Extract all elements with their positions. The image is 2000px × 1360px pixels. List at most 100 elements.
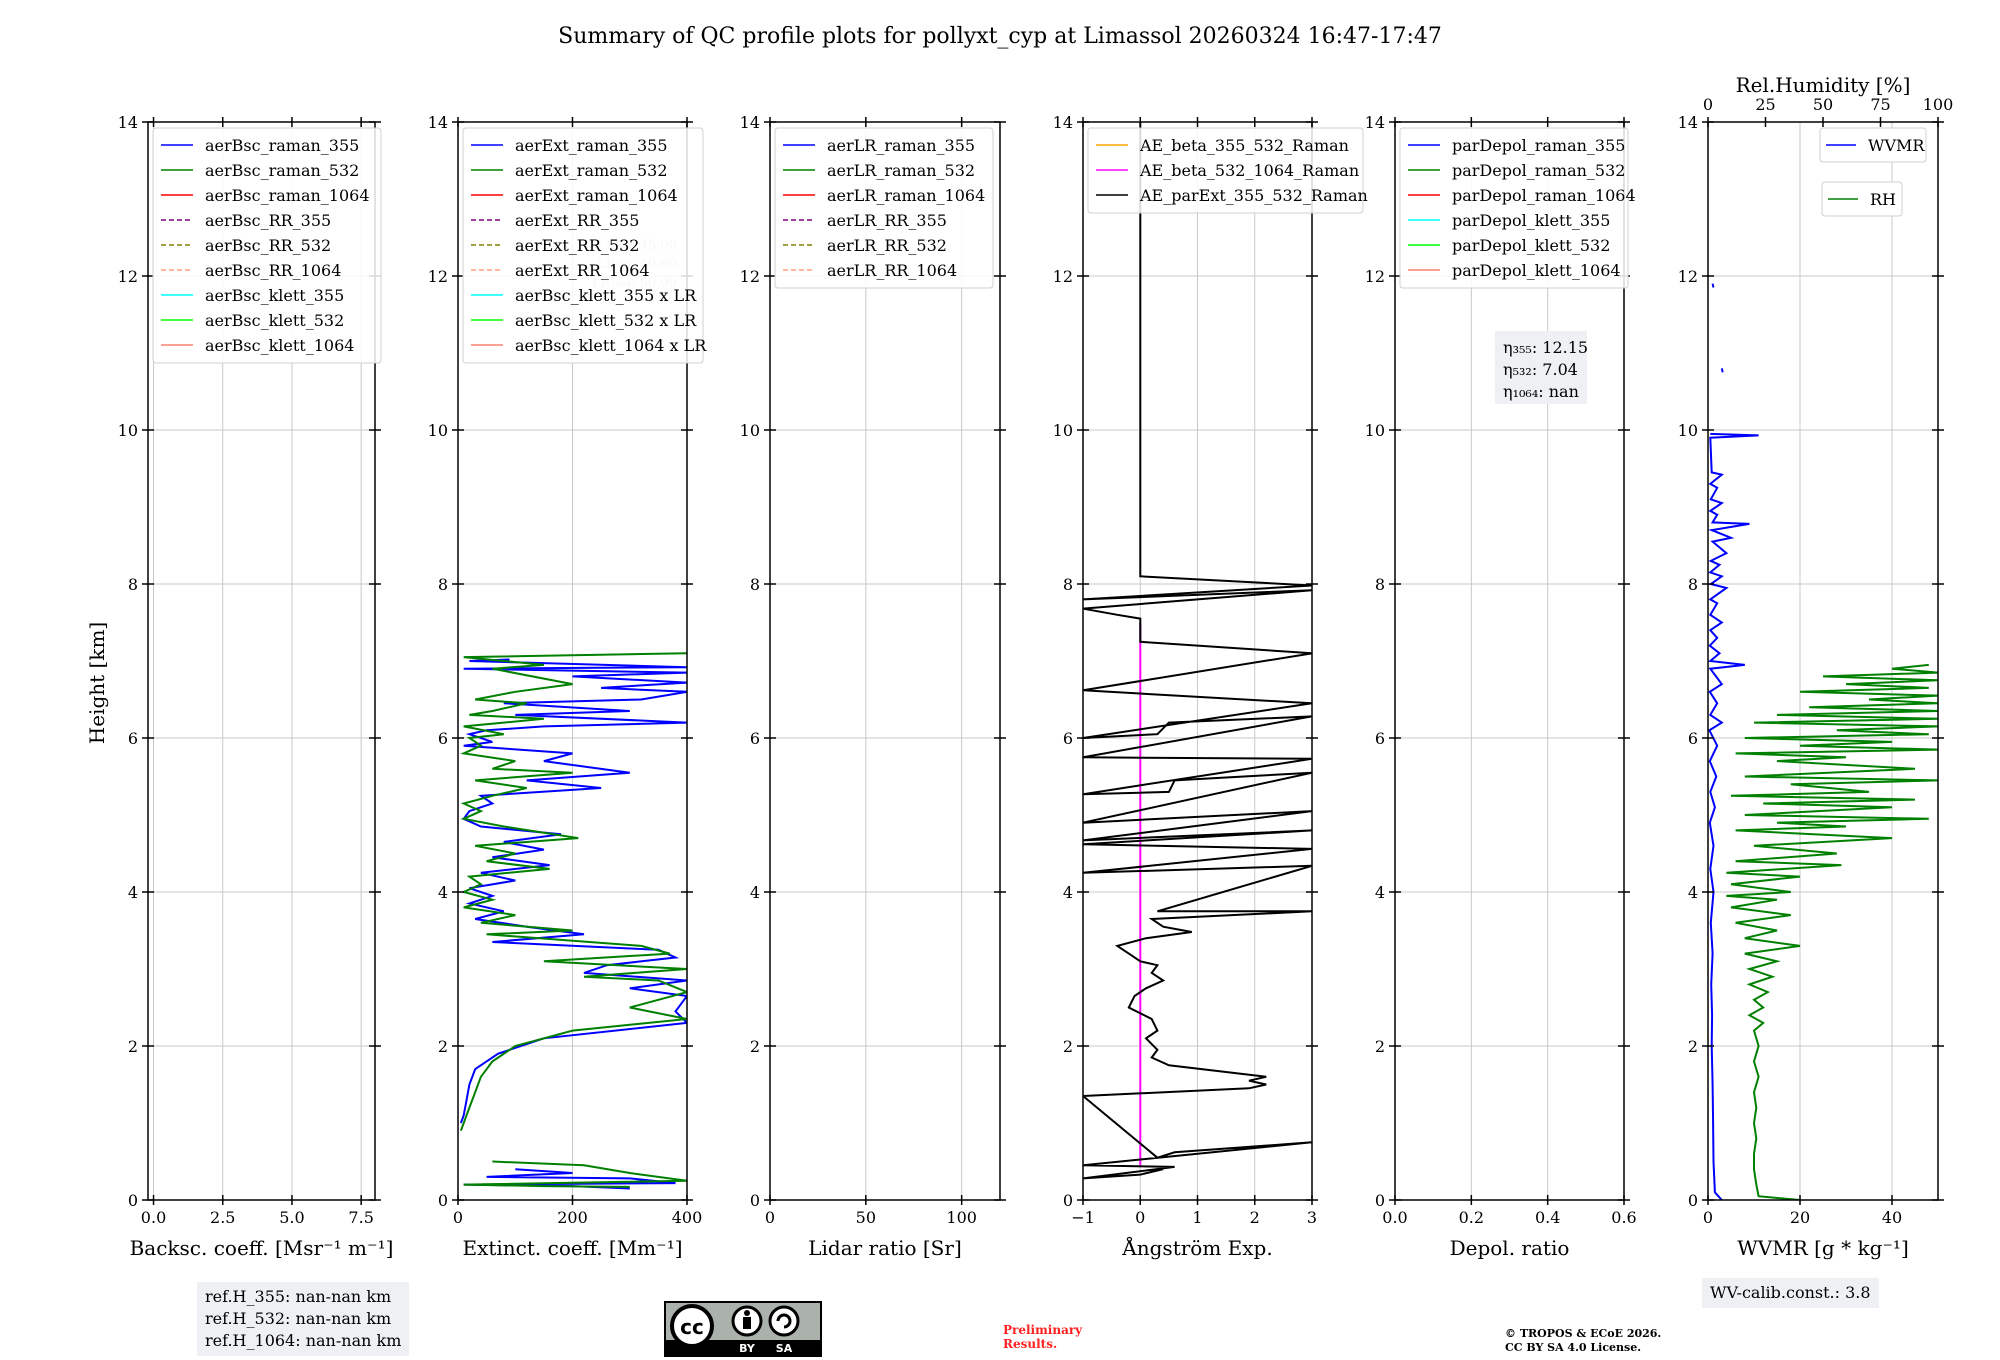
x-tick-label: 400 [672,1208,703,1227]
x-tick-label: 5.0 [279,1208,304,1227]
panel-wvmr: 0 2 4 6 8 10 12 14 0 20 40 WVMR [g * kg⁻¹] 0 25 50 75 10… [1678,73,1954,1260]
legend-box [1819,127,1927,163]
legend-entry-aerBsc_klett_532: aerBsc_klett_532 [205,311,344,330]
y-tick-label: 12 [1678,267,1698,286]
series-line-aerExt_raman_532 [459,652,687,1188]
eta-value: η₅₃₂: 7.04 [1503,360,1578,379]
legend[interactable]: parDepol_raman_355 parDepol_raman_532 parD… [1399,127,1636,289]
y-tick-label: 8 [1688,575,1698,594]
y-tick-label: 10 [740,421,760,440]
legend-entry-aerExt_raman_532: aerExt_raman_532 [515,161,668,180]
x-axis-label: Ångström Exp. [1121,1235,1272,1260]
legend[interactable]: AE_beta_355_532_Raman AE_beta_532_1064_Ra… [1087,127,1368,214]
y-tick-label: 14 [1053,113,1073,132]
y-tick-label: 14 [1365,113,1385,132]
x-tick-label: 7.5 [348,1208,373,1227]
x-axis-label: Lidar ratio [Sr] [808,1236,962,1260]
eta-value: η₁₀₆₄: nan [1503,382,1579,401]
legend-RH[interactable]: RH [1821,181,1903,217]
rh-tick-label: 25 [1755,95,1775,114]
copyright-line-1: © TROPOS & ECoE 2026. [1505,1327,1662,1340]
legend-entry-aerBsc_RR_355: aerBsc_RR_355 [205,211,331,230]
legend-entry-parDepol_klett_355: parDepol_klett_355 [1452,211,1610,230]
y-tick-label: 4 [1063,883,1073,902]
legend-entry-aerBsc_raman_355: aerBsc_raman_355 [205,136,359,155]
legend-entry-aerExt_RR_355: aerExt_RR_355 [515,211,639,230]
rh-tick-label: 100 [1923,95,1954,114]
legend-entry-aerExt_raman_1064: aerExt_raman_1064 [515,186,678,205]
legend-entry-aerBsc_raman_532: aerBsc_raman_532 [205,161,359,180]
legend-entry-aerExt_raman_355: aerExt_raman_355 [515,136,668,155]
y-tick-label: 2 [750,1037,760,1056]
legend-entry-parDepol_klett_1064: parDepol_klett_1064 [1452,261,1621,280]
y-tick-label: 0 [1063,1191,1073,1210]
y-tick-label: 6 [438,729,448,748]
legend-entry-aerBsc_klett_355 x LR: aerBsc_klett_355 x LR [515,286,697,305]
y-tick-label: 12 [428,267,448,286]
y-tick-label: 4 [1688,883,1698,902]
y-tick-label: 10 [1365,421,1385,440]
legend-entry-aerExt_RR_532: aerExt_RR_532 [515,236,639,255]
x-tick-label: 0.2 [1459,1208,1484,1227]
series-line-AE_parExt_355_532_Raman [1083,122,1312,1180]
x-tick-label: 0 [453,1208,463,1227]
y-tick-label: 6 [128,729,138,748]
panel-extinction: 0 2 4 6 8 10 12 14 0 200 400 Extinct. coeff. [Mm⁻¹]… [428,113,708,1260]
x-tick-label: 200 [557,1208,588,1227]
legend-entry-aerBsc_RR_532: aerBsc_RR_532 [205,236,331,255]
legend-entry-aerBsc_raman_1064: aerBsc_raman_1064 [205,186,370,205]
sa-icon [768,1305,800,1337]
x-tick-label: 0 [1703,1208,1713,1227]
y-tick-label: 4 [1375,883,1385,902]
y-tick-label: 0 [750,1191,760,1210]
y-tick-label: 2 [128,1037,138,1056]
legend-WVMR[interactable]: WVMR [1819,127,1927,163]
y-tick-label: 14 [1678,113,1698,132]
y-tick-label: 2 [1063,1037,1073,1056]
legend[interactable]: aerLR_raman_355 aerLR_raman_532 aerLR_rama… [774,127,994,289]
y-tick-label: 10 [118,421,138,440]
rh-tick-label: 50 [1813,95,1833,114]
panel-backscatter: 0 2 4 6 8 10 12 14 0.0 2.5 5.0 7.5 Backsc. coeff. [M… [118,113,394,1260]
x-axis-label: Backsc. coeff. [Msr⁻¹ m⁻¹] [130,1236,394,1260]
legend-entry-aerLR_RR_532: aerLR_RR_532 [827,236,947,255]
legend-entry-aerBsc_klett_1064: aerBsc_klett_1064 [205,336,354,355]
legend-entry-parDepol_raman_532: parDepol_raman_532 [1452,161,1625,180]
legend-entry-aerLR_raman_1064: aerLR_raman_1064 [827,186,985,205]
axes-frame [1394,121,1625,1201]
y-tick-label: 2 [1688,1037,1698,1056]
y-tick-label: 8 [438,575,448,594]
eta-value: η₃₅₅: 12.15 [1503,338,1588,357]
axes-frame [147,121,376,1201]
x-tick-label: 100 [946,1208,977,1227]
series-line-RH [1726,663,1938,1200]
legend-box [1399,127,1629,289]
x-tick-label: 0.0 [141,1208,166,1227]
axes-frame [1707,121,1939,1201]
legend[interactable]: aerBsc_raman_355 aerBsc_raman_532 aerBsc_r… [152,127,382,364]
legend-box [462,127,704,364]
y-tick-label: 2 [438,1037,448,1056]
cc-by-sa-badge[interactable]: cc BY SA [664,1301,822,1357]
x-tick-label: 2 [1250,1208,1260,1227]
y-axis-label: Height [km] [85,622,109,744]
copyright-line-2: CC BY SA 4.0 License. [1505,1341,1642,1354]
y-tick-label: 4 [438,883,448,902]
cc-icon [670,1304,714,1348]
axes-frame [769,121,1001,1201]
legend[interactable]: aerExt_raman_355 aerExt_raman_532 aerExt_r… [462,127,707,364]
sa-icon-arrow [776,1313,792,1329]
wv-calib-box: WV-calib.const.: 3.8 [1702,1278,1879,1308]
x-axis-label: Extinct. coeff. [Mm⁻¹] [462,1236,682,1260]
x-tick-label: 20 [1790,1208,1810,1227]
y-tick-label: 8 [1063,575,1073,594]
x-tick-label: 1 [1192,1208,1202,1227]
y-tick-label: 10 [1053,421,1073,440]
y-tick-label: 6 [1375,729,1385,748]
x-axis-label: Depol. ratio [1450,1236,1570,1260]
copyright-note: © TROPOS & ECoE 2026. CC BY SA 4.0 Licen… [1505,1327,1661,1355]
y-tick-label: 0 [128,1191,138,1210]
ref-heights-box: ref.H_355: nan-nan km ref.H_532: nan-nan… [197,1282,410,1356]
